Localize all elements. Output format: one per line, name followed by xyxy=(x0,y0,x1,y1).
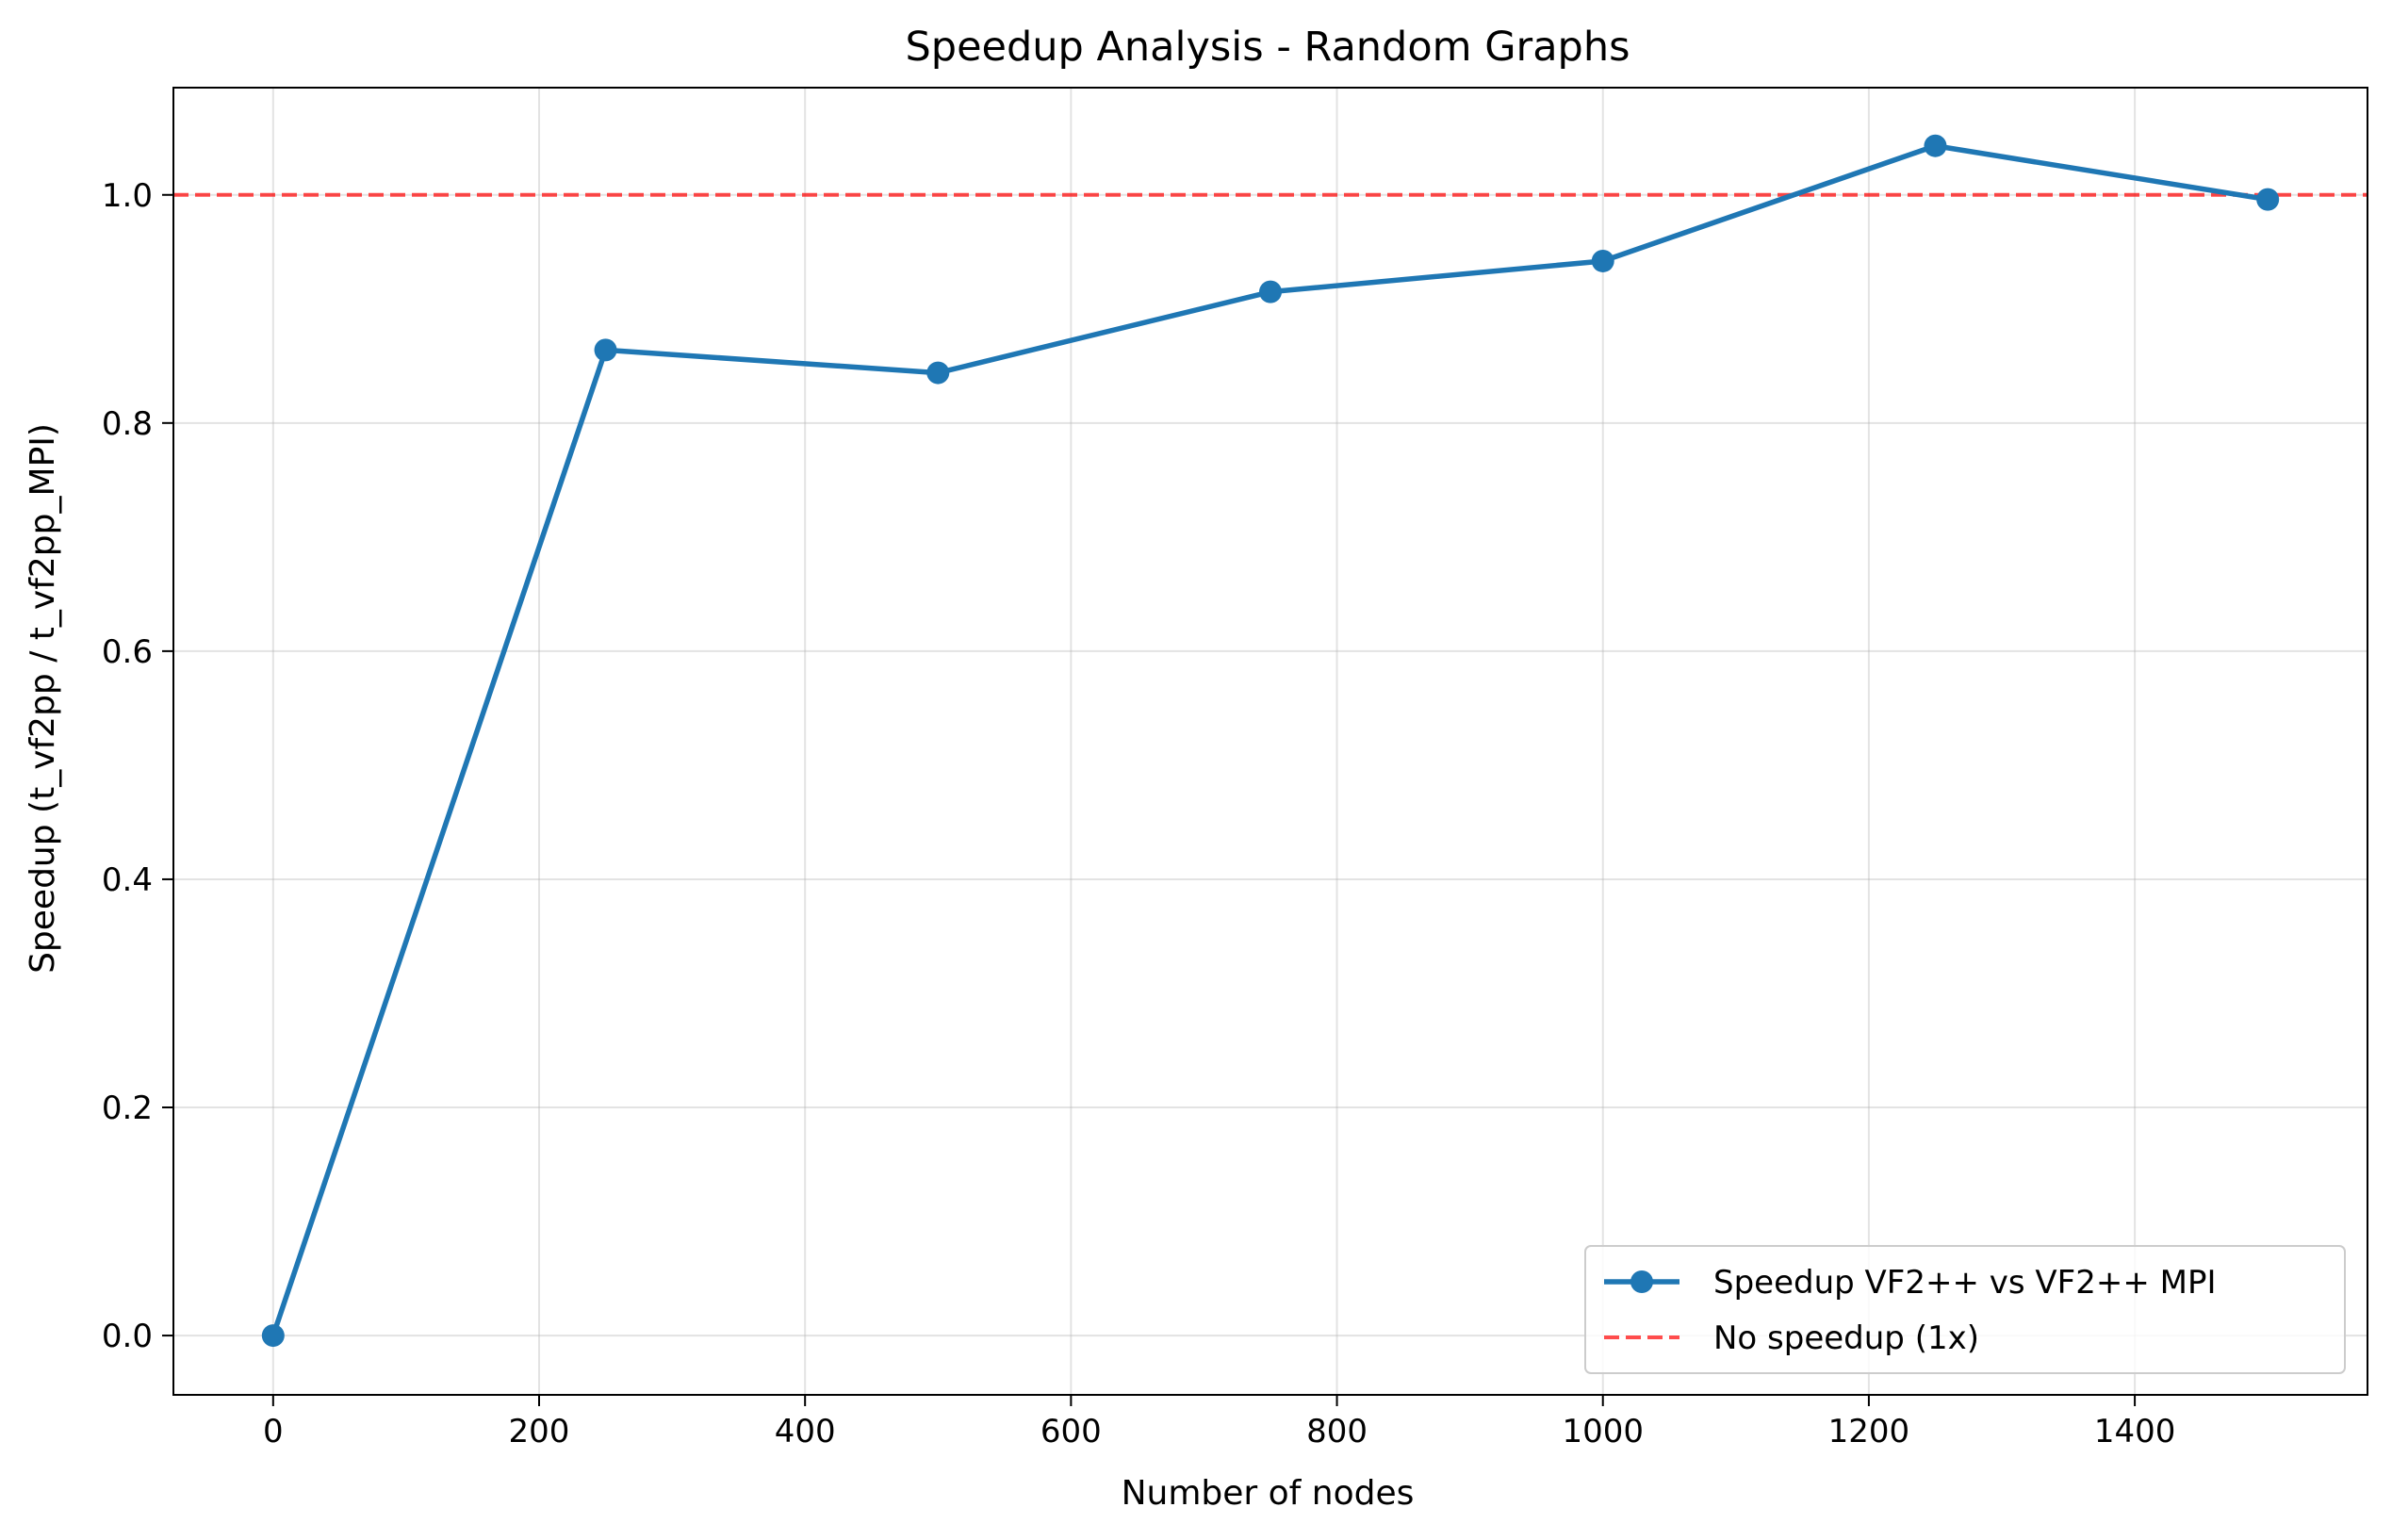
x-axis-ticks: 0 200 400 600 800 1000 1200 1400 xyxy=(263,1395,2175,1450)
y-tick-label: 0.8 xyxy=(102,405,153,443)
y-tick-label: 0.0 xyxy=(102,1318,153,1355)
legend-label-speedup: Speedup VF2++ vs VF2++ MPI xyxy=(1713,1264,2217,1302)
x-tick-label: 800 xyxy=(1306,1413,1368,1450)
series-layer xyxy=(261,134,2280,1348)
data-point-marker xyxy=(1924,134,1947,157)
x-tick-label: 1400 xyxy=(2094,1413,2176,1450)
y-tick-label: 1.0 xyxy=(102,177,153,215)
legend: Speedup VF2++ vs VF2++ MPI No speedup (1x… xyxy=(1584,1245,2346,1374)
data-point-marker xyxy=(261,1324,285,1348)
legend-box xyxy=(1584,1245,2346,1374)
data-point-marker xyxy=(594,338,617,362)
legend-label-no-speedup: No speedup (1x) xyxy=(1713,1319,1979,1357)
x-tick-label: 1000 xyxy=(1562,1413,1644,1450)
x-tick-label: 600 xyxy=(1040,1413,1102,1450)
y-tick-label: 0.6 xyxy=(102,633,153,671)
x-tick-label: 200 xyxy=(509,1413,570,1450)
y-axis-ticks: 0.0 0.2 0.4 0.6 0.8 1.0 xyxy=(102,177,173,1355)
legend-marker-speedup xyxy=(1630,1270,1653,1293)
data-point-marker xyxy=(1259,280,1282,303)
x-tick-label: 400 xyxy=(775,1413,836,1450)
data-point-marker xyxy=(1591,249,1614,272)
chart-title: Speedup Analysis - Random Graphs xyxy=(905,24,1630,71)
x-axis-label: Number of nodes xyxy=(1122,1474,1415,1513)
x-tick-label: 0 xyxy=(263,1413,284,1450)
data-point-marker xyxy=(926,361,950,385)
y-tick-label: 0.4 xyxy=(102,861,153,899)
y-axis-label: Speedup (t_vf2pp / t_vf2pp_MPI) xyxy=(24,423,62,974)
y-tick-label: 0.2 xyxy=(102,1089,153,1127)
plot-area-frame xyxy=(172,87,2368,1396)
x-tick-label: 1200 xyxy=(1828,1413,1910,1450)
data-point-marker xyxy=(2256,188,2280,211)
